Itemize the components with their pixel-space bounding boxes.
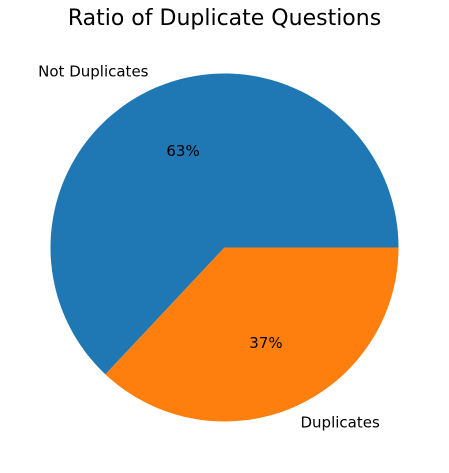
slice-percent-label: 37%	[249, 334, 282, 352]
slice-category-label: Duplicates	[301, 414, 380, 432]
chart-title: Ratio of Duplicate Questions	[68, 6, 381, 31]
slice-category-label: Not Duplicates	[38, 62, 149, 80]
pie-slice-duplicates	[105, 247, 399, 422]
pie-slice-not-duplicates	[50, 73, 399, 375]
pie-labels: Not Duplicates 63% Duplicates 37%	[38, 62, 380, 431]
pie-slices	[50, 73, 399, 422]
slice-percent-label: 63%	[166, 142, 199, 160]
